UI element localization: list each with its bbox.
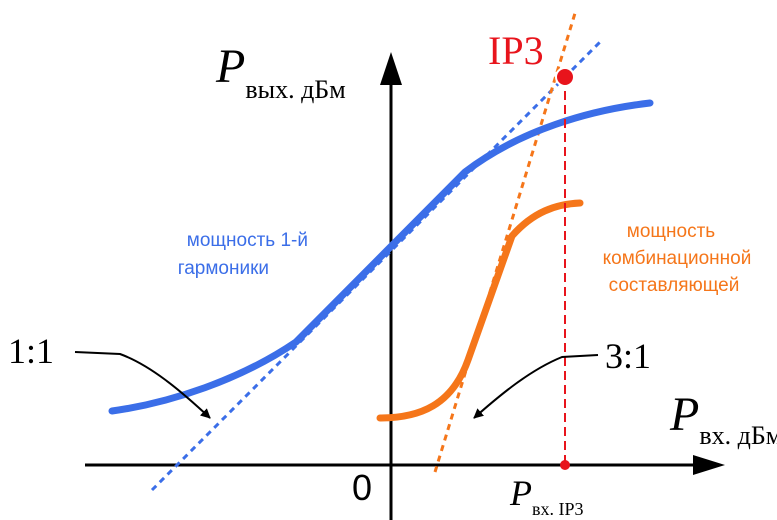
x-axis-label: Pвх. дБм: [669, 388, 777, 450]
intermod-label-line1: мощность: [627, 221, 716, 242]
ip3-axis-point: [560, 460, 570, 470]
axes: [85, 52, 725, 520]
slope-3-1-label: 3:1: [605, 336, 651, 376]
x-ip3-label: Pвх. IP3: [509, 473, 584, 519]
y-axis-label-main: P: [215, 40, 245, 93]
slope-1-1-arrow: [74, 351, 211, 419]
y-axis-arrow-icon: [380, 52, 402, 85]
x-ip3-label-main: P: [509, 473, 532, 513]
ip3-label: IP3: [488, 28, 544, 73]
intermod-curve: [376, 199, 584, 422]
origin-label: 0: [352, 467, 372, 508]
fundamental-label-line2: гармоники: [178, 258, 269, 279]
slope-3-1-arrow: [473, 354, 599, 419]
x-axis-arrow-icon: [693, 455, 725, 475]
slope-1-1-label: 1:1: [8, 331, 54, 371]
y-axis-label-sub: вых. дБм: [245, 75, 345, 104]
ip3-point: [555, 67, 575, 87]
x-axis-label-sub: вх. дБм: [699, 421, 777, 450]
x-axis-label-main: P: [669, 388, 699, 441]
fundamental-label-line1: мощность 1-й: [187, 230, 308, 251]
intermod-label-line2: комбинационной: [603, 248, 752, 269]
intermod-asymptote-line: [433, 9, 578, 473]
fundamental-curve: [108, 99, 654, 415]
x-ip3-label-sub: вх. IP3: [532, 499, 584, 519]
intermod-label-line3: составляющей: [609, 275, 740, 296]
y-axis-label: Pвых. дБм: [215, 40, 346, 104]
